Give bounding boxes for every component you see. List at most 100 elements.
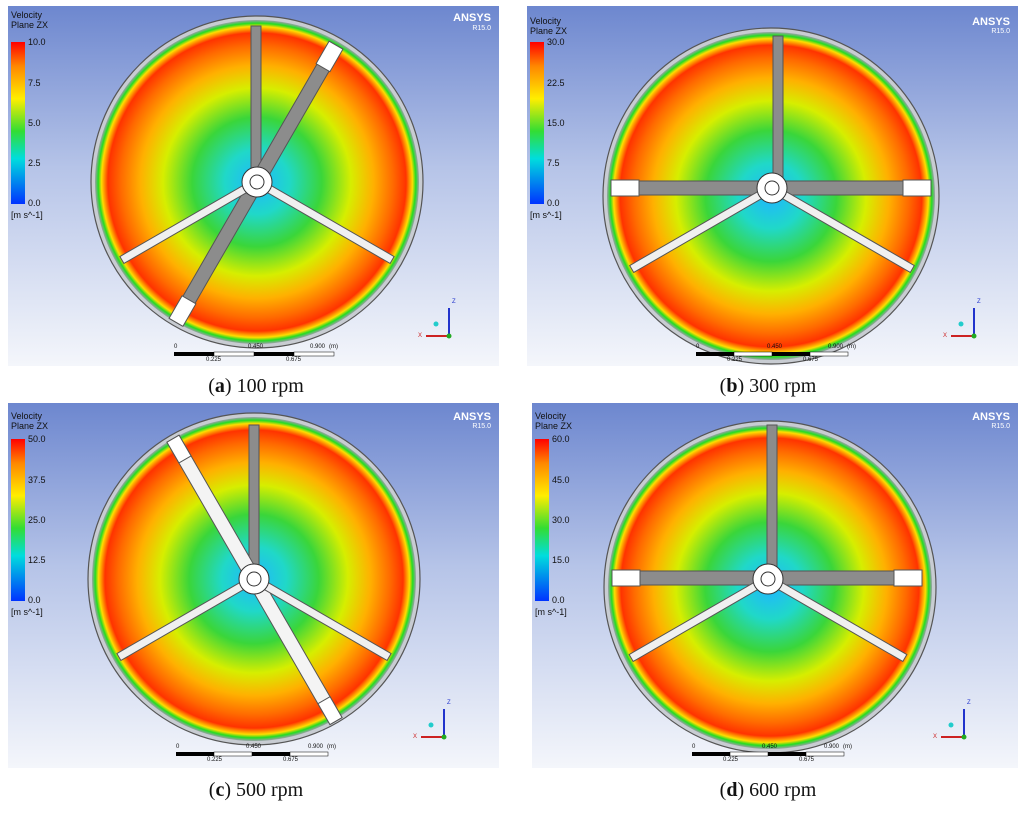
axis-label-x: X [943, 333, 948, 339]
color-legend-bar [11, 42, 25, 204]
blade-tip [902, 179, 932, 197]
panel-d: Velocity Plane ZX 60.0 45.0 30.0 15.0 0.0… [532, 403, 1018, 768]
legend-unit: [m s^-1] [11, 607, 43, 617]
impeller [119, 25, 395, 327]
scale-label: 0.675 [286, 357, 302, 363]
scale-label: 0.675 [799, 757, 815, 763]
shaft [764, 180, 780, 196]
legend-tick: 10.0 [28, 37, 46, 47]
caption-letter: c [215, 779, 225, 801]
shaft [246, 571, 262, 587]
scale-label: 0.675 [283, 757, 299, 763]
blade-tip [611, 569, 641, 587]
legend-tick: 7.5 [28, 78, 41, 88]
legend-tick: 0.0 [28, 198, 41, 208]
legend-tick: 25.0 [28, 515, 46, 525]
contour-plot-b [602, 27, 977, 365]
legend-tick: 30.0 [552, 515, 570, 525]
axis-triad [941, 709, 967, 740]
caption-speed: 300 rpm [749, 375, 817, 397]
scale-label: 0.900 [828, 344, 844, 350]
blade [248, 424, 260, 574]
scale-label: 0.900 [824, 744, 840, 750]
legend-tick: 30.0 [547, 37, 565, 47]
caption-speed: 100 rpm [236, 375, 304, 397]
blade-tip [317, 696, 343, 726]
legend-tick: 5.0 [28, 118, 41, 128]
legend-title: Velocity Plane ZX [11, 411, 49, 431]
legend-title: Velocity Plane ZX [11, 10, 49, 30]
legend-tick: 50.0 [28, 434, 46, 444]
axis-label-z: Z [977, 299, 981, 305]
color-legend-bar [535, 439, 549, 601]
panel-a: Velocity Plane ZX 10.0 7.5 5.0 2.5 0.0 [m… [8, 6, 499, 366]
impeller [116, 424, 392, 726]
blade [772, 35, 784, 187]
legend-tick: 0.0 [552, 595, 565, 605]
impeller [610, 35, 932, 274]
caption-letter: b [726, 375, 738, 397]
ansys-logo: ANSYS [453, 411, 491, 423]
legend-unit: [m s^-1] [535, 607, 567, 617]
scale-label: 0 [176, 744, 180, 750]
scale-label: 0.900 [308, 744, 324, 750]
panel-c: Velocity Plane ZX 50.0 37.5 25.0 12.5 0.0… [8, 403, 499, 768]
scale-unit: (m) [327, 744, 336, 750]
legend-tick: 0.0 [547, 198, 560, 208]
blade [250, 25, 262, 177]
axis-label-x: X [933, 734, 938, 740]
blade-tip [166, 434, 192, 464]
scale-label: 0.450 [762, 744, 778, 750]
axis-triad [421, 709, 447, 740]
scale-label: 0.450 [246, 744, 262, 750]
contour-plot-c [87, 412, 447, 757]
shaft [249, 174, 265, 190]
contour-plot-a [90, 15, 452, 357]
caption-speed: 500 rpm [236, 779, 304, 801]
legend-tick: 2.5 [28, 158, 41, 168]
version-label: R15.0 [991, 423, 1010, 430]
legend-tick: 12.5 [28, 555, 46, 565]
scale-bar [696, 351, 849, 357]
scale-label: 0.450 [767, 344, 783, 350]
axis-label-z: Z [447, 700, 451, 706]
legend-tick: 22.5 [547, 78, 565, 88]
scale-bar [692, 751, 845, 757]
legend-tick: 45.0 [552, 475, 570, 485]
axis-triad [426, 308, 452, 339]
axis-label-x: X [418, 333, 423, 339]
legend-tick: 7.5 [547, 158, 560, 168]
scale-unit: (m) [843, 744, 852, 750]
caption-d: (d) 600 rpm [719, 779, 817, 801]
scale-label: 0.225 [207, 757, 223, 763]
legend-tick: 37.5 [28, 475, 46, 485]
scale-label: 0.450 [248, 344, 264, 350]
axis-label-z: Z [967, 700, 971, 706]
legend-tick: 60.0 [552, 434, 570, 444]
blade-tip [315, 40, 344, 73]
shaft [760, 571, 776, 587]
color-legend-bar [11, 439, 25, 601]
caption-c: (c) 500 rpm [208, 779, 304, 801]
scale-label: 0 [692, 744, 696, 750]
axis-triad [951, 308, 977, 339]
legend-title: Velocity Plane ZX [530, 16, 568, 36]
caption-letter: d [726, 779, 738, 801]
legend-tick: 0.0 [28, 595, 41, 605]
caption-a: (a) 100 rpm [208, 375, 304, 397]
caption-speed: 600 rpm [749, 779, 817, 801]
legend-title: Velocity Plane ZX [535, 411, 573, 431]
legend-tick: 15.0 [552, 555, 570, 565]
caption-letter: a [214, 375, 225, 397]
scale-label: 0 [696, 344, 700, 350]
version-label: R15.0 [472, 423, 491, 430]
impeller [611, 424, 923, 663]
contour-plot-d [603, 420, 967, 757]
scale-label: 0.225 [727, 357, 743, 363]
scale-unit: (m) [329, 344, 338, 350]
axis-label-z: Z [452, 299, 456, 305]
scale-label: 0.225 [723, 757, 739, 763]
ansys-logo: ANSYS [972, 16, 1010, 28]
caption-b: (b) 300 rpm [719, 375, 817, 397]
legend-unit: [m s^-1] [530, 210, 562, 220]
